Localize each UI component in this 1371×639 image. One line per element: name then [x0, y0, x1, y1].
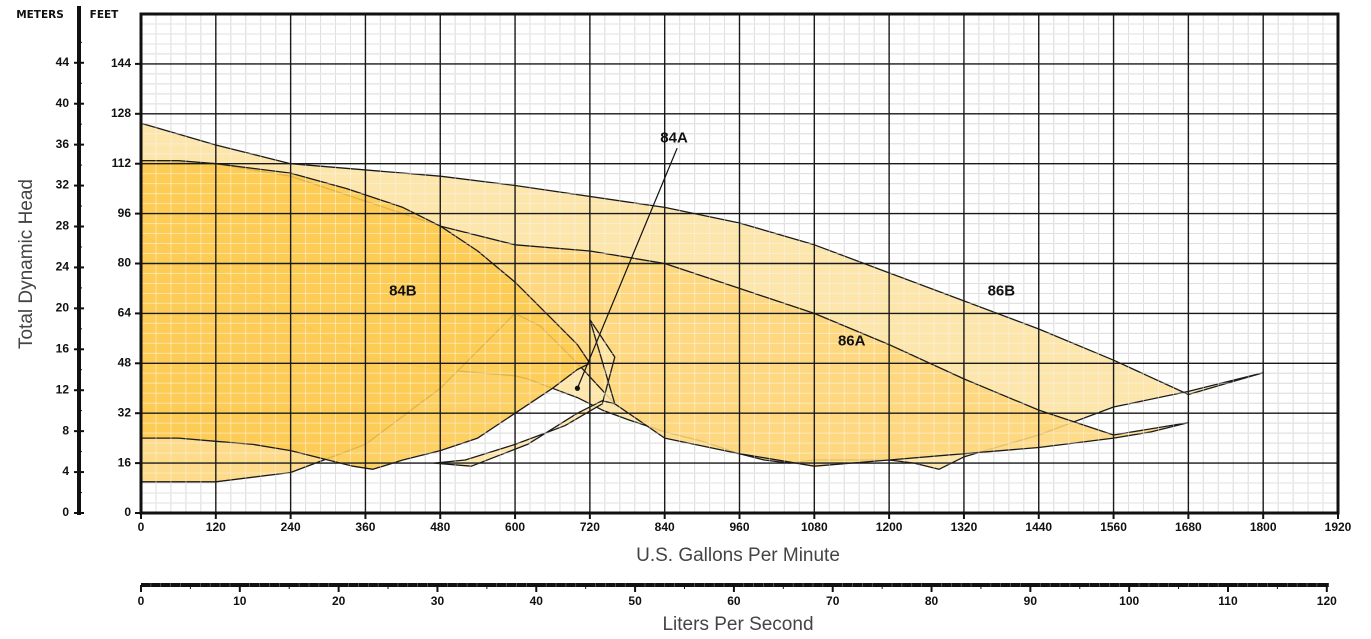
region-label-84a: 84A [660, 130, 688, 147]
lps-tick-label: 80 [925, 594, 939, 608]
x-tick-label: 1440 [1025, 520, 1052, 534]
meters-tick-label: 0 [62, 505, 69, 519]
lps-tick-label: 60 [727, 594, 741, 608]
x-tick-label: 1320 [951, 520, 978, 534]
meters-tick-label: 36 [56, 137, 70, 151]
x-tick-label: 240 [281, 520, 301, 534]
feet-tick-label: 144 [111, 56, 131, 70]
y-unit-feet-label: FEET [90, 9, 120, 21]
label-pointer-84a [576, 147, 678, 389]
x-tick-label: 360 [355, 520, 375, 534]
x-tick-label: 480 [430, 520, 450, 534]
meters-tick-label: 28 [56, 219, 70, 233]
x-tick-label: 0 [138, 520, 145, 534]
lps-tick-label: 20 [332, 594, 346, 608]
x-tick-label: 1920 [1325, 520, 1352, 534]
feet-tick-label: 0 [124, 505, 131, 519]
lps-tick-label: 50 [628, 594, 642, 608]
lps-tick-label: 40 [530, 594, 544, 608]
x-tick-label: 840 [655, 520, 675, 534]
secondary-x-axis-title: Liters Per Second [662, 614, 813, 635]
feet-tick-label: 48 [118, 355, 132, 369]
lps-tick-label: 10 [233, 594, 247, 608]
x-tick-label: 1080 [801, 520, 828, 534]
meters-tick-label: 12 [56, 382, 70, 396]
meters-tick-label: 20 [56, 301, 70, 315]
feet-tick-label: 128 [111, 106, 131, 120]
x-tick-label: 600 [505, 520, 525, 534]
meters-tick-label: 4 [62, 464, 69, 478]
feet-tick-label: 112 [112, 156, 132, 170]
meters-tick-label: 24 [56, 260, 70, 274]
x-tick-label: 720 [580, 520, 600, 534]
meters-tick-label: 32 [56, 178, 70, 192]
lps-tick-label: 100 [1119, 594, 1139, 608]
feet-tick-label: 16 [118, 455, 132, 469]
x-tick-label: 1200 [876, 520, 903, 534]
lps-tick-label: 30 [431, 594, 445, 608]
x-tick-label: 1680 [1175, 520, 1202, 534]
feet-tick-label: 96 [118, 206, 132, 220]
grid-overlay [140, 13, 1339, 514]
meters-tick-label: 40 [56, 96, 70, 110]
lps-tick-label: 110 [1218, 594, 1238, 608]
lps-tick-label: 120 [1317, 594, 1337, 608]
axes: 0481216202428323640440163248648096112128… [56, 6, 1352, 608]
feet-tick-label: 64 [118, 306, 132, 320]
pointer-dot-84a [574, 385, 581, 391]
meters-tick-label: 16 [56, 341, 70, 355]
x-tick-label: 960 [729, 520, 749, 534]
lps-tick-label: 70 [826, 594, 840, 608]
meters-tick-label: 44 [56, 55, 70, 69]
region-label-84b: 84B [389, 283, 417, 300]
y-unit-meters-label: METERS [16, 9, 64, 21]
feet-tick-label: 32 [118, 405, 132, 419]
region-label-86b: 86B [988, 283, 1016, 300]
feet-tick-label: 80 [118, 256, 132, 270]
x-tick-label: 1560 [1100, 520, 1127, 534]
region-label-86a: 86A [838, 332, 866, 349]
y-axis-title: Total Dynamic Head [16, 179, 37, 349]
region-labels: 86B 86A 84A 84B [389, 130, 1015, 391]
x-tick-label: 1800 [1250, 520, 1277, 534]
meters-tick-label: 8 [62, 423, 69, 437]
x-tick-label: 120 [206, 520, 226, 534]
lps-tick-label: 0 [138, 594, 145, 608]
lps-tick-label: 90 [1024, 594, 1038, 608]
x-axis-title: U.S. Gallons Per Minute [636, 545, 840, 566]
